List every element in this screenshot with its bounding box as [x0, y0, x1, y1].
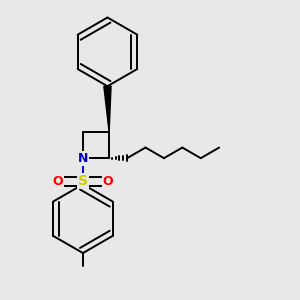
- Text: O: O: [103, 175, 113, 188]
- Text: O: O: [52, 175, 63, 188]
- Text: N: N: [78, 152, 88, 165]
- Text: S: S: [78, 174, 88, 188]
- Polygon shape: [104, 86, 111, 132]
